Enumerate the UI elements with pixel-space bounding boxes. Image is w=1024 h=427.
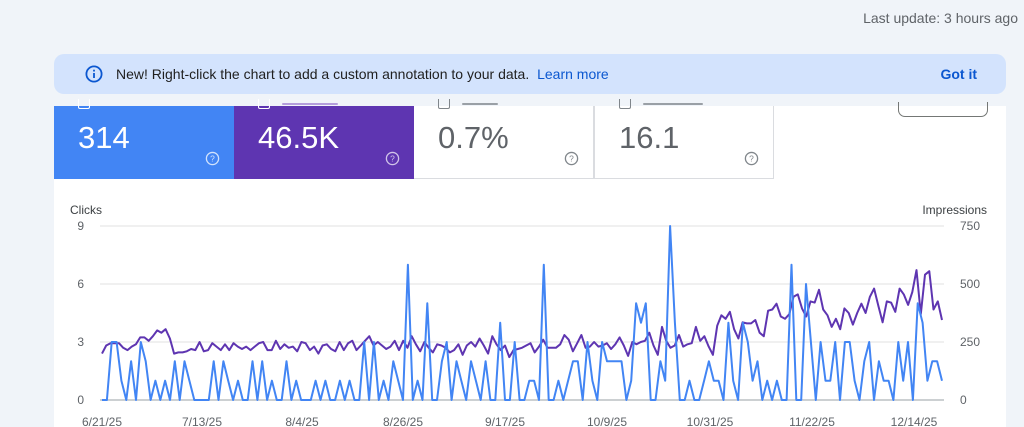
metric-total-impressions[interactable]: 46.5K ? [234, 99, 414, 179]
learn-more-link[interactable]: Learn more [537, 66, 609, 82]
help-icon[interactable]: ? [385, 151, 400, 166]
help-icon[interactable]: ? [564, 151, 579, 166]
y-right-axis-title: Impressions [922, 203, 987, 217]
performance-chart[interactable]: 0 3 6 9 0 250 500 750 Clicks Impressions 6/21/25 7/… [54, 106, 1006, 427]
info-icon [85, 65, 103, 83]
x-tick-label: 12/14/25 [891, 415, 938, 427]
x-tick-label: 6/21/25 [82, 415, 122, 427]
checkbox-icon[interactable] [258, 99, 270, 109]
svg-text:?: ? [569, 154, 574, 164]
metric-average-position[interactable]: 16.1 ? [594, 99, 774, 179]
y-left-axis-title: Clicks [70, 203, 102, 217]
svg-text:?: ? [390, 154, 395, 164]
metric-value: 46.5K [258, 120, 340, 155]
metric-label-clipped [462, 103, 498, 105]
y-left-tick-label: 9 [77, 219, 84, 233]
series-line-clicks [102, 225, 943, 401]
y-right-tick-label: 0 [960, 393, 967, 407]
y-right-tick-label: 750 [960, 219, 980, 233]
metric-value: 0.7% [438, 120, 509, 155]
series-line-impressions [101, 269, 943, 359]
x-tick-label: 8/4/25 [285, 415, 319, 427]
svg-text:?: ? [749, 154, 754, 164]
checkbox-icon[interactable] [78, 99, 90, 109]
y-right-tick-label: 500 [960, 277, 980, 291]
x-tick-label: 10/31/25 [687, 415, 734, 427]
y-left-tick-label: 0 [77, 393, 84, 407]
svg-text:?: ? [210, 154, 215, 164]
performance-card: 314 ? 46.5K ? 0.7% ? 16.1 ? 0 3 6 9 0 250 500 7… [54, 99, 1006, 427]
x-tick-label: 9/17/25 [485, 415, 525, 427]
x-tick-label: 7/13/25 [182, 415, 222, 427]
y-left-tick-label: 6 [77, 277, 84, 291]
last-update-text: Last update: 3 hours ago [863, 10, 1018, 26]
banner-text: New! Right-click the chart to add a cust… [116, 66, 530, 82]
banner-message: New! Right-click the chart to add a cust… [116, 66, 609, 82]
checkbox-icon[interactable] [619, 99, 631, 109]
chart-labels: 0 3 6 9 0 250 500 750 Clicks Impressions 6/21/25 7/… [70, 203, 987, 427]
y-left-tick-label: 3 [77, 335, 84, 349]
metric-label-clipped [643, 103, 703, 105]
x-tick-label: 10/9/25 [587, 415, 627, 427]
metric-total-clicks[interactable]: 314 ? [54, 99, 234, 179]
x-tick-label: 11/22/25 [789, 415, 835, 427]
got-it-button[interactable]: Got it [940, 66, 977, 82]
metric-value: 314 [78, 120, 130, 155]
metric-average-ctr[interactable]: 0.7% ? [414, 99, 594, 179]
metric-value: 16.1 [619, 120, 680, 155]
export-button[interactable] [898, 102, 988, 117]
announcement-banner: New! Right-click the chart to add a cust… [54, 54, 1006, 94]
help-icon[interactable]: ? [744, 151, 759, 166]
metric-label-clipped [282, 103, 338, 105]
chart-series [101, 225, 943, 401]
help-icon[interactable]: ? [205, 151, 220, 166]
y-right-tick-label: 250 [960, 335, 980, 349]
x-tick-label: 8/26/25 [383, 415, 423, 427]
checkbox-icon[interactable] [438, 99, 450, 109]
